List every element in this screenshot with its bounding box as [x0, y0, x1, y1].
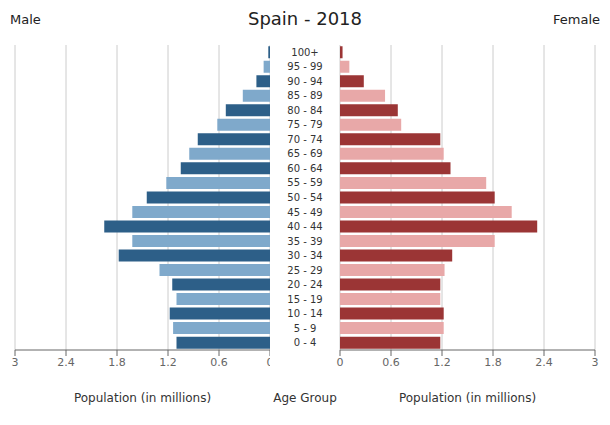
svg-text:50 - 54: 50 - 54: [287, 192, 322, 203]
html-text:Age Group: Age Group: [273, 391, 337, 405]
html-text:Spain - 2018: Spain - 2018: [248, 8, 362, 29]
svg-text:10 - 14: 10 - 14: [287, 308, 322, 319]
svg-text:2.4: 2.4: [535, 356, 553, 369]
html-text:Female: Female: [553, 12, 600, 27]
svg-text:2.4: 2.4: [57, 356, 75, 369]
html-text:Population (in millions): Population (in millions): [398, 391, 537, 405]
svg-text:55 - 59: 55 - 59: [287, 177, 322, 188]
html-text:Male: Male: [10, 12, 41, 27]
svg-text:30 - 34: 30 - 34: [287, 250, 322, 261]
svg-text:35 - 39: 35 - 39: [287, 236, 322, 247]
svg-text:5 - 9: 5 - 9: [294, 323, 317, 334]
svg-text:0: 0: [337, 356, 344, 369]
svg-text:1.8: 1.8: [108, 356, 126, 369]
svg-text:65 - 69: 65 - 69: [287, 148, 322, 159]
html-text:Population (in millions): Population (in millions): [73, 391, 212, 405]
svg-text:80 - 84: 80 - 84: [287, 105, 322, 116]
svg-text:40 - 44: 40 - 44: [287, 221, 322, 232]
svg-text:85 - 89: 85 - 89: [287, 90, 322, 101]
svg-text:95 - 99: 95 - 99: [287, 61, 322, 72]
svg-text:0: 0: [267, 356, 271, 369]
svg-text:70 - 74: 70 - 74: [287, 134, 322, 145]
svg-text:0.6: 0.6: [382, 356, 400, 369]
svg-text:3: 3: [592, 356, 599, 369]
svg-text:0.6: 0.6: [210, 356, 228, 369]
svg-text:90 - 94: 90 - 94: [287, 76, 322, 87]
svg-text:1.2: 1.2: [433, 356, 451, 369]
svg-text:3: 3: [12, 356, 19, 369]
svg-text:25 - 29: 25 - 29: [287, 265, 322, 276]
svg-text:75 - 79: 75 - 79: [287, 119, 322, 130]
svg-text:20 - 24: 20 - 24: [287, 279, 322, 290]
svg-text:100+: 100+: [291, 47, 318, 58]
svg-text:60 - 64: 60 - 64: [287, 163, 322, 174]
svg-text:45 - 49: 45 - 49: [287, 207, 322, 218]
svg-text:15 - 19: 15 - 19: [287, 294, 322, 305]
svg-text:1.8: 1.8: [484, 356, 502, 369]
svg-text:1.2: 1.2: [159, 356, 177, 369]
svg-text:0 - 4: 0 - 4: [294, 337, 317, 348]
